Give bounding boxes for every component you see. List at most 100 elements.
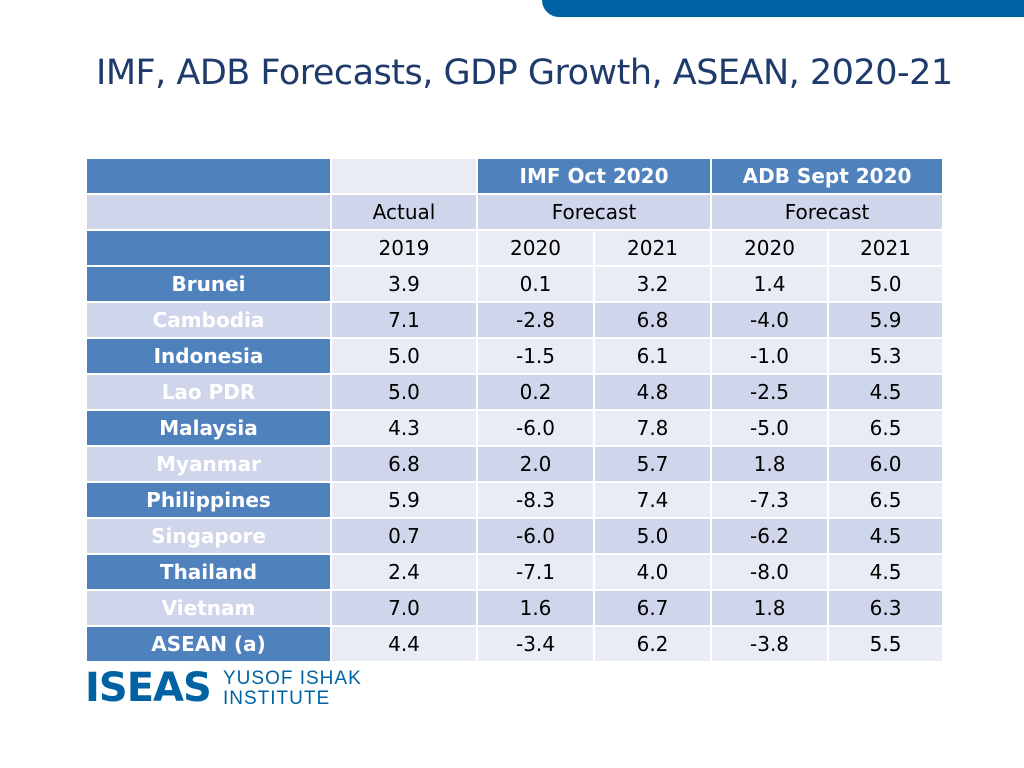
year-cell: 2021 bbox=[827, 229, 945, 267]
country-name: Singapore bbox=[85, 517, 332, 555]
value-cell: -8.0 bbox=[710, 553, 830, 591]
value-cell: 2.0 bbox=[476, 445, 595, 483]
header-imf: IMF Oct 2020 bbox=[475, 157, 713, 195]
value-cell: 6.3 bbox=[827, 589, 945, 627]
value-cell: 5.0 bbox=[827, 265, 945, 303]
value-cell: 5.9 bbox=[827, 301, 945, 339]
country-name: Myanmar bbox=[85, 445, 332, 483]
value-cell: 4.5 bbox=[827, 373, 945, 411]
country-name: Lao PDR bbox=[85, 373, 332, 411]
value-cell: 5.0 bbox=[330, 337, 478, 375]
value-cell: 5.9 bbox=[330, 481, 478, 519]
value-cell: 6.2 bbox=[592, 625, 713, 663]
value-cell: 3.9 bbox=[330, 265, 478, 303]
value-cell: 5.5 bbox=[827, 625, 945, 663]
value-cell: 1.4 bbox=[710, 265, 830, 303]
value-cell: -6.2 bbox=[710, 517, 830, 555]
value-cell: 0.1 bbox=[476, 265, 595, 303]
value-cell: -2.5 bbox=[710, 373, 830, 411]
iseas-logo-mark: ISEAS bbox=[85, 665, 212, 711]
value-cell: 0.7 bbox=[330, 517, 478, 555]
value-cell: 6.0 bbox=[827, 445, 945, 483]
value-cell: 5.0 bbox=[592, 517, 713, 555]
value-cell: -3.8 bbox=[710, 625, 830, 663]
value-cell: 6.5 bbox=[827, 409, 945, 447]
value-cell: 1.6 bbox=[476, 589, 595, 627]
table-row: Singapore 0.7 -6.0 5.0 -6.2 4.5 bbox=[85, 517, 945, 555]
logo-text-line1: YUSOF ISHAK bbox=[223, 668, 362, 689]
header-corner-cell bbox=[85, 193, 332, 231]
value-cell: 5.0 bbox=[330, 373, 478, 411]
value-cell: -7.3 bbox=[710, 481, 830, 519]
value-cell: 7.0 bbox=[330, 589, 478, 627]
value-cell: 5.7 bbox=[592, 445, 713, 483]
value-cell: 4.3 bbox=[330, 409, 478, 447]
value-cell: -1.5 bbox=[476, 337, 595, 375]
value-cell: 2.4 bbox=[330, 553, 478, 591]
logo-text-line2: INSTITUTE bbox=[223, 688, 331, 709]
value-cell: 7.8 bbox=[592, 409, 713, 447]
value-cell: -3.4 bbox=[476, 625, 595, 663]
year-cell: 2019 bbox=[330, 229, 478, 267]
value-cell: 4.5 bbox=[827, 517, 945, 555]
header-row-sources: IMF Oct 2020 ADB Sept 2020 bbox=[85, 157, 945, 195]
value-cell: 7.1 bbox=[330, 301, 478, 339]
value-cell: 4.4 bbox=[330, 625, 478, 663]
value-cell: 3.2 bbox=[592, 265, 713, 303]
header-corner-cell bbox=[85, 229, 332, 267]
value-cell: -6.0 bbox=[476, 409, 595, 447]
value-cell: 6.8 bbox=[592, 301, 713, 339]
country-name: Vietnam bbox=[85, 589, 332, 627]
value-cell: -5.0 bbox=[710, 409, 830, 447]
country-name: Philippines bbox=[85, 481, 332, 519]
header-adb: ADB Sept 2020 bbox=[710, 157, 945, 195]
country-name: Brunei bbox=[85, 265, 332, 303]
value-cell: 1.8 bbox=[710, 589, 830, 627]
table-row: Indonesia 5.0 -1.5 6.1 -1.0 5.3 bbox=[85, 337, 945, 375]
country-name: Cambodia bbox=[85, 301, 332, 339]
value-cell: 6.7 bbox=[592, 589, 713, 627]
value-cell: 4.0 bbox=[592, 553, 713, 591]
country-name: Malaysia bbox=[85, 409, 332, 447]
header-corner-cell bbox=[85, 157, 332, 195]
header-imf-forecast: Forecast bbox=[475, 193, 713, 231]
table-row: Lao PDR 5.0 0.2 4.8 -2.5 4.5 bbox=[85, 373, 945, 411]
header-actual-blank bbox=[330, 157, 478, 195]
country-name: ASEAN (a) bbox=[85, 625, 332, 663]
value-cell: 4.8 bbox=[592, 373, 713, 411]
slide-title: IMF, ADB Forecasts, GDP Growth, ASEAN, 2… bbox=[96, 53, 953, 93]
value-cell: -8.3 bbox=[476, 481, 595, 519]
country-name: Indonesia bbox=[85, 337, 332, 375]
value-cell: -4.0 bbox=[710, 301, 830, 339]
value-cell: 1.8 bbox=[710, 445, 830, 483]
iseas-logo: ISEAS YUSOF ISHAK INSTITUTE bbox=[85, 668, 375, 710]
year-cell: 2020 bbox=[710, 229, 830, 267]
value-cell: 6.8 bbox=[330, 445, 478, 483]
table-row: Philippines 5.9 -8.3 7.4 -7.3 6.5 bbox=[85, 481, 945, 519]
header-actual: Actual bbox=[330, 193, 478, 231]
value-cell: 6.1 bbox=[592, 337, 713, 375]
table-row: Brunei 3.9 0.1 3.2 1.4 5.0 bbox=[85, 265, 945, 303]
value-cell: 6.5 bbox=[827, 481, 945, 519]
value-cell: -2.8 bbox=[476, 301, 595, 339]
table-row: Malaysia 4.3 -6.0 7.8 -5.0 6.5 bbox=[85, 409, 945, 447]
header-row-years: 2019 2020 2021 2020 2021 bbox=[85, 229, 945, 267]
table-row: Vietnam 7.0 1.6 6.7 1.8 6.3 bbox=[85, 589, 945, 627]
table-row: Myanmar 6.8 2.0 5.7 1.8 6.0 bbox=[85, 445, 945, 483]
country-name: Thailand bbox=[85, 553, 332, 591]
value-cell: 5.3 bbox=[827, 337, 945, 375]
value-cell: 4.5 bbox=[827, 553, 945, 591]
header-adb-forecast: Forecast bbox=[710, 193, 945, 231]
value-cell: -1.0 bbox=[710, 337, 830, 375]
table-row: Cambodia 7.1 -2.8 6.8 -4.0 5.9 bbox=[85, 301, 945, 339]
value-cell: -7.1 bbox=[476, 553, 595, 591]
value-cell: 7.4 bbox=[592, 481, 713, 519]
table-row: ASEAN (a) 4.4 -3.4 6.2 -3.8 5.5 bbox=[85, 625, 945, 663]
header-row-types: Actual Forecast Forecast bbox=[85, 193, 945, 231]
value-cell: -6.0 bbox=[476, 517, 595, 555]
value-cell: 0.2 bbox=[476, 373, 595, 411]
gdp-forecast-table: IMF Oct 2020 ADB Sept 2020 Actual Foreca… bbox=[85, 157, 945, 663]
table-row: Thailand 2.4 -7.1 4.0 -8.0 4.5 bbox=[85, 553, 945, 591]
year-cell: 2021 bbox=[592, 229, 713, 267]
year-cell: 2020 bbox=[476, 229, 595, 267]
